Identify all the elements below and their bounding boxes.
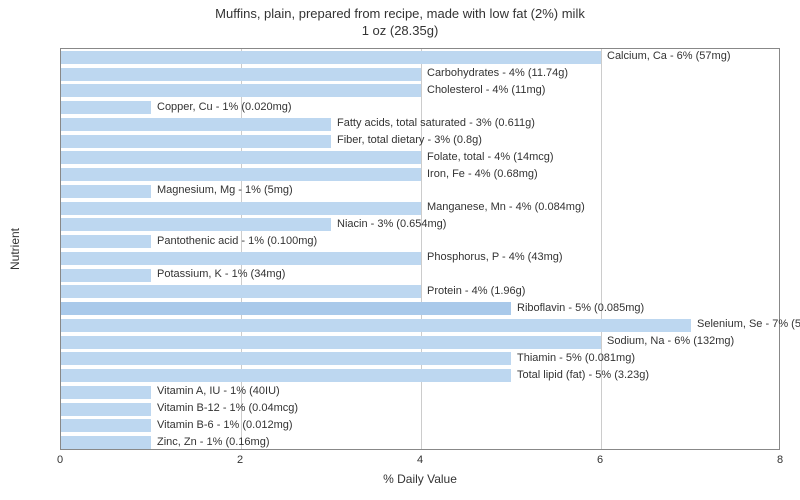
y-axis-title: Nutrient <box>8 228 22 270</box>
bar-label: Zinc, Zn - 1% (0.16mg) <box>157 436 269 448</box>
bar <box>61 168 421 181</box>
bar-label: Selenium, Se - 7% (5.1mcg) <box>697 318 800 330</box>
bar <box>61 101 151 114</box>
gridline <box>421 49 422 449</box>
title-line-2: 1 oz (28.35g) <box>0 23 800 40</box>
title-line-1: Muffins, plain, prepared from recipe, ma… <box>0 6 800 23</box>
bar <box>61 369 511 382</box>
bar <box>61 252 421 265</box>
bar <box>61 84 421 97</box>
x-tick-label: 6 <box>597 454 603 466</box>
bar <box>61 386 151 399</box>
chart-container: Muffins, plain, prepared from recipe, ma… <box>0 0 800 500</box>
bar <box>61 118 331 131</box>
bar <box>61 269 151 282</box>
plot-area: Calcium, Ca - 6% (57mg) Carbohydrates - 4… <box>60 48 780 450</box>
bar <box>61 68 421 81</box>
bar-label: Potassium, K - 1% (34mg) <box>157 268 285 280</box>
bar-label: Niacin - 3% (0.654mg) <box>337 218 446 230</box>
bar <box>61 202 421 215</box>
bar <box>61 135 331 148</box>
bar-label: Protein - 4% (1.96g) <box>427 285 525 297</box>
bar <box>61 336 601 349</box>
bar-label: Riboflavin - 5% (0.085mg) <box>517 302 644 314</box>
bar <box>61 302 511 315</box>
bar-label: Folate, total - 4% (14mcg) <box>427 151 554 163</box>
gridline <box>601 49 602 449</box>
bar-label: Cholesterol - 4% (11mg) <box>427 84 545 96</box>
bar <box>61 218 331 231</box>
bar-label: Carbohydrates - 4% (11.74g) <box>427 67 568 79</box>
bar-label: Vitamin A, IU - 1% (40IU) <box>157 385 280 397</box>
bar-label: Copper, Cu - 1% (0.020mg) <box>157 101 292 113</box>
bar <box>61 403 151 416</box>
x-tick-label: 2 <box>237 454 243 466</box>
bar-label: Thiamin - 5% (0.081mg) <box>517 352 635 364</box>
bar-label: Magnesium, Mg - 1% (5mg) <box>157 184 293 196</box>
bar <box>61 319 691 332</box>
bar <box>61 51 601 64</box>
x-axis-title: % Daily Value <box>383 472 457 486</box>
x-tick-label: 8 <box>777 454 783 466</box>
chart-title: Muffins, plain, prepared from recipe, ma… <box>0 0 800 40</box>
bar-label: Phosphorus, P - 4% (43mg) <box>427 251 563 263</box>
bar-label: Fiber, total dietary - 3% (0.8g) <box>337 134 482 146</box>
bar <box>61 285 421 298</box>
bar-label: Vitamin B-6 - 1% (0.012mg) <box>157 419 293 431</box>
bar-label: Calcium, Ca - 6% (57mg) <box>607 50 730 62</box>
bar-label: Iron, Fe - 4% (0.68mg) <box>427 168 538 180</box>
bar <box>61 419 151 432</box>
bar <box>61 151 421 164</box>
bar-label: Vitamin B-12 - 1% (0.04mcg) <box>157 402 298 414</box>
bar-label: Fatty acids, total saturated - 3% (0.611… <box>337 117 535 129</box>
x-tick-label: 4 <box>417 454 423 466</box>
bar <box>61 436 151 449</box>
bar <box>61 235 151 248</box>
bar <box>61 352 511 365</box>
x-tick-label: 0 <box>57 454 63 466</box>
bar-label: Total lipid (fat) - 5% (3.23g) <box>517 369 649 381</box>
bar-label: Sodium, Na - 6% (132mg) <box>607 335 734 347</box>
bar-label: Manganese, Mn - 4% (0.084mg) <box>427 201 585 213</box>
bar-label: Pantothenic acid - 1% (0.100mg) <box>157 235 317 247</box>
bar <box>61 185 151 198</box>
